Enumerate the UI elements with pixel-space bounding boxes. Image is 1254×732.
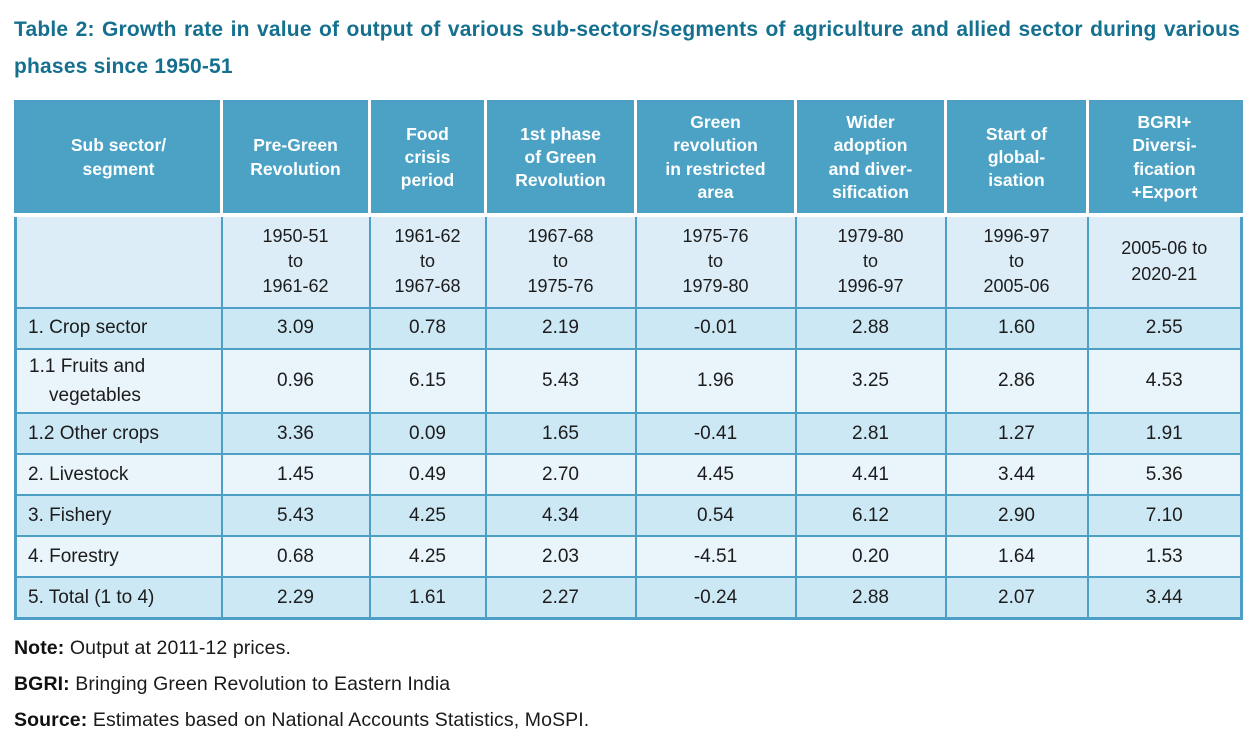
value-cell: 7.10 (1086, 494, 1243, 538)
value-cell: 5.43 (220, 494, 371, 538)
row-label: 5. Total (1 to 4) (14, 576, 223, 620)
col-header-globalisation: Start of global- isation (945, 101, 1089, 217)
value-cell: 2.19 (484, 306, 637, 350)
value-cell: 1.60 (944, 306, 1089, 350)
value-cell: 6.12 (794, 494, 947, 538)
value-cell: -4.51 (634, 535, 797, 579)
row-label: 4. Forestry (14, 535, 223, 579)
period-cell-1950-1961: 1950-51 to 1961-62 (220, 213, 371, 309)
value-cell: 2.88 (794, 576, 947, 620)
period-cell-1961-1967: 1961-62 to 1967-68 (368, 213, 487, 309)
row-label: 1. Crop sector (14, 306, 223, 350)
table-row-fruits-vegetables: 1.1 Fruits and vegetables 0.96 6.15 5.43… (14, 347, 1243, 415)
footnote-note: Note: Output at 2011-12 prices. (14, 637, 1240, 660)
value-cell: 3.09 (220, 306, 371, 350)
value-cell: 1.53 (1086, 535, 1243, 579)
table-row-total: 5. Total (1 to 4) 2.29 1.61 2.27 -0.24 2… (14, 576, 1243, 620)
value-cell: 2.81 (794, 412, 947, 456)
value-cell: 4.53 (1086, 347, 1243, 415)
value-cell: 1.45 (220, 453, 371, 497)
value-cell: 1.96 (634, 347, 797, 415)
value-cell: 3.25 (794, 347, 947, 415)
value-cell: 1.27 (944, 412, 1089, 456)
period-cell-2005-2020: 2005-06 to 2020-21 (1086, 213, 1243, 309)
period-cell-1979-1996: 1979-80 to 1996-97 (794, 213, 947, 309)
footnote-label: Source: (14, 709, 88, 732)
value-cell: 5.36 (1086, 453, 1243, 497)
table-period-row: 1950-51 to 1961-62 1961-62 to 1967-68 19… (14, 213, 1243, 309)
period-cell-1996-2005: 1996-97 to 2005-06 (944, 213, 1089, 309)
footnote-source: Source: Estimates based on National Acco… (14, 709, 1240, 732)
footnote-bgri: BGRI: Bringing Green Revolution to Easte… (14, 673, 1240, 696)
footnote-label: Note: (14, 637, 65, 660)
value-cell: 0.96 (220, 347, 371, 415)
value-cell: 0.09 (368, 412, 487, 456)
value-cell: 2.88 (794, 306, 947, 350)
table-title: Table 2: Growth rate in value of output … (14, 18, 1240, 78)
value-cell: 0.54 (634, 494, 797, 538)
period-cell-1975-1979: 1975-76 to 1979-80 (634, 213, 797, 309)
value-cell: 4.25 (368, 535, 487, 579)
value-cell: 2.07 (944, 576, 1089, 620)
value-cell: 4.25 (368, 494, 487, 538)
col-header-pre-green: Pre-Green Revolution (221, 101, 371, 217)
row-label: 1.2 Other crops (14, 412, 223, 456)
col-header-first-phase-green: 1st phase of Green Revolution (485, 101, 637, 217)
value-cell: 4.45 (634, 453, 797, 497)
value-cell: 2.03 (484, 535, 637, 579)
row-label: 3. Fishery (14, 494, 223, 538)
value-cell: 5.43 (484, 347, 637, 415)
footnote-text: Output at 2011-12 prices. (69, 637, 291, 660)
period-cell-1967-1975: 1967-68 to 1975-76 (484, 213, 637, 309)
table-row-crop-sector: 1. Crop sector 3.09 0.78 2.19 -0.01 2.88… (14, 306, 1243, 350)
value-cell: 0.49 (368, 453, 487, 497)
value-cell: 2.27 (484, 576, 637, 620)
col-header-sub-sector: Sub sector/ segment (15, 101, 223, 217)
value-cell: 2.29 (220, 576, 371, 620)
value-cell: -0.41 (634, 412, 797, 456)
value-cell: 3.44 (944, 453, 1089, 497)
value-cell: 0.20 (794, 535, 947, 579)
value-cell: 1.64 (944, 535, 1089, 579)
value-cell: 2.86 (944, 347, 1089, 415)
value-cell: -0.24 (634, 576, 797, 620)
value-cell: 2.90 (944, 494, 1089, 538)
period-cell-empty (14, 213, 223, 309)
value-cell: 1.65 (484, 412, 637, 456)
value-cell: 1.61 (368, 576, 487, 620)
table-row-fishery: 3. Fishery 5.43 4.25 4.34 0.54 6.12 2.90… (14, 494, 1243, 538)
value-cell: 0.68 (220, 535, 371, 579)
table-header-row: Sub sector/ segment Pre-Green Revolution… (15, 101, 1242, 217)
row-label: 2. Livestock (14, 453, 223, 497)
footnote-text: Bringing Green Revolution to Eastern Ind… (75, 673, 451, 696)
value-cell: 1.91 (1086, 412, 1243, 456)
footnote-label: BGRI: (14, 673, 70, 696)
row-label: 1.1 Fruits and vegetables (14, 347, 223, 415)
value-cell: 4.34 (484, 494, 637, 538)
value-cell: 2.70 (484, 453, 637, 497)
table-row-forestry: 4. Forestry 0.68 4.25 2.03 -4.51 0.20 1.… (14, 535, 1243, 579)
col-header-bgri-export: BGRI+ Diversi- fication +Export (1087, 101, 1242, 217)
value-cell: 0.78 (368, 306, 487, 350)
value-cell: 3.36 (220, 412, 371, 456)
col-header-wider-adoption: Wider adoption and diver- sification (795, 101, 947, 217)
value-cell: -0.01 (634, 306, 797, 350)
table-footnotes: Note: Output at 2011-12 prices. BGRI: Br… (14, 637, 1240, 732)
growth-rate-table: Sub sector/ segment Pre-Green Revolution… (14, 99, 1243, 621)
table-row-livestock: 2. Livestock 1.45 0.49 2.70 4.45 4.41 3.… (14, 453, 1243, 497)
value-cell: 6.15 (368, 347, 487, 415)
col-header-food-crisis: Food crisis period (369, 101, 487, 217)
footnote-text: Estimates based on National Accounts Sta… (92, 709, 590, 732)
table-row-other-crops: 1.2 Other crops 3.36 0.09 1.65 -0.41 2.8… (14, 412, 1243, 456)
value-cell: 3.44 (1086, 576, 1243, 620)
col-header-green-restricted: Green revolution in restricted area (635, 101, 797, 217)
value-cell: 2.55 (1086, 306, 1243, 350)
value-cell: 4.41 (794, 453, 947, 497)
